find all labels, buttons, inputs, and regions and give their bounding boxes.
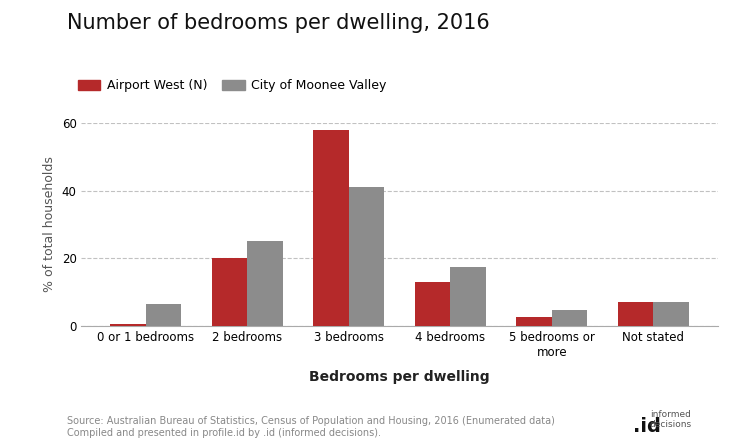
Bar bbox=[552, 311, 588, 326]
Bar bbox=[313, 130, 349, 326]
Bar bbox=[212, 258, 247, 326]
Legend: Airport West (N), City of Moonee Valley: Airport West (N), City of Moonee Valley bbox=[73, 74, 391, 97]
Text: .id: .id bbox=[633, 417, 661, 436]
Y-axis label: % of total households: % of total households bbox=[43, 157, 56, 292]
Bar bbox=[618, 302, 653, 326]
Text: Source: Australian Bureau of Statistics, Census of Population and Housing, 2016 : Source: Australian Bureau of Statistics,… bbox=[67, 416, 554, 438]
Bar bbox=[146, 304, 181, 326]
Bar bbox=[517, 317, 552, 326]
Bar bbox=[349, 187, 384, 326]
Bar bbox=[247, 241, 283, 326]
Bar bbox=[415, 282, 451, 326]
Text: Number of bedrooms per dwelling, 2016: Number of bedrooms per dwelling, 2016 bbox=[67, 13, 489, 33]
X-axis label: Bedrooms per dwelling: Bedrooms per dwelling bbox=[309, 370, 490, 384]
Bar bbox=[110, 324, 146, 326]
Text: informed
decisions: informed decisions bbox=[650, 410, 692, 429]
Bar bbox=[653, 302, 689, 326]
Bar bbox=[451, 267, 486, 326]
